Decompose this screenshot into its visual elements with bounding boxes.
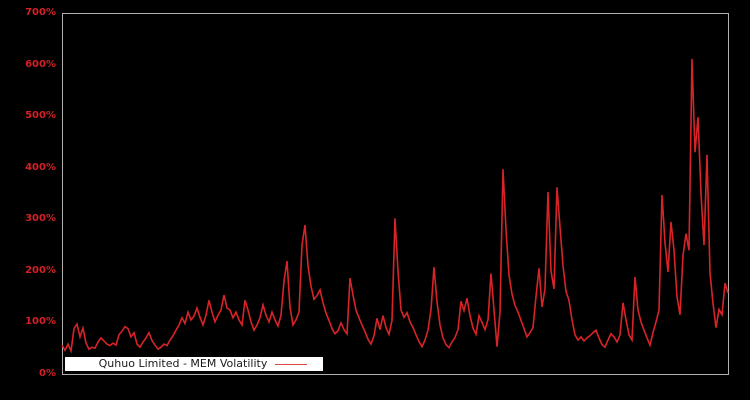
legend-label: Quhuo Limited - MEM Volatility: [98, 357, 268, 370]
y-tick-label: 100%: [25, 316, 56, 328]
y-tick-label: 400%: [25, 161, 56, 173]
y-tick-label: 700%: [25, 7, 56, 18]
legend-line-sample: [275, 363, 308, 365]
y-tick-label: 500%: [25, 110, 56, 122]
y-tick-label: 200%: [25, 264, 56, 276]
y-tick-label: 300%: [25, 213, 56, 225]
plot-border: [62, 13, 729, 375]
volatility-line: [61, 58, 729, 354]
y-tick-label: 0%: [39, 368, 56, 379]
y-tick-label: 600%: [25, 58, 56, 70]
legend: Quhuo Limited - MEM Volatility: [65, 357, 323, 371]
